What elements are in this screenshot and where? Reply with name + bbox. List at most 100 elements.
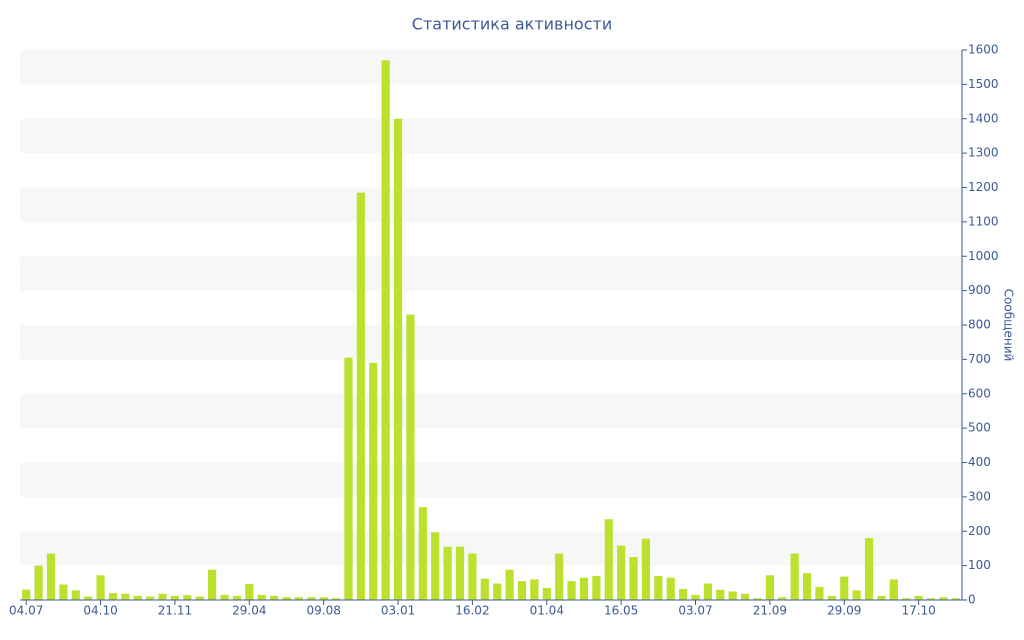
y-tick-label: 600 (968, 386, 991, 400)
bar (604, 519, 613, 600)
bar (381, 60, 390, 600)
bar (480, 578, 489, 600)
bar (827, 595, 836, 600)
bar (59, 584, 68, 600)
bar (951, 598, 960, 600)
bar (443, 546, 452, 600)
x-tick-label: 16.05 (604, 604, 638, 618)
bar (71, 590, 80, 600)
bar (46, 553, 56, 600)
bar (617, 545, 626, 600)
y-tick-label: 500 (968, 421, 991, 435)
x-tick-label: 29.09 (827, 604, 861, 618)
bar (679, 589, 688, 600)
x-tick-label: 01.04 (530, 604, 564, 618)
x-tick-label: 03.07 (678, 604, 712, 618)
bar (331, 598, 341, 600)
bar (567, 581, 576, 600)
x-tick-label: 16.02 (455, 604, 489, 618)
x-tick-label: 17.10 (901, 604, 935, 618)
bar (902, 598, 911, 600)
bar (877, 595, 886, 600)
bar (406, 314, 415, 600)
bar (220, 594, 229, 600)
y-tick-label: 100 (968, 558, 991, 572)
bar (790, 553, 799, 600)
y-tick-label: 0 (968, 593, 976, 607)
y-tick-label: 1300 (968, 146, 999, 160)
bar (22, 589, 31, 600)
bar (245, 583, 254, 600)
grid-band (20, 462, 962, 497)
y-tick-label: 900 (968, 283, 991, 297)
bar (195, 596, 204, 600)
y-tick-label: 1400 (968, 111, 999, 125)
x-tick-label: 09.08 (306, 604, 340, 618)
x-tick-label: 21.09 (753, 604, 787, 618)
grid-band (20, 531, 962, 566)
bar (741, 593, 750, 600)
grid-band (20, 187, 962, 222)
bar (840, 576, 849, 600)
bar (146, 596, 155, 600)
bar (208, 569, 217, 600)
bar (356, 192, 365, 600)
bar (716, 589, 725, 600)
bar (641, 538, 651, 600)
grid-band (20, 393, 962, 429)
bar (232, 595, 241, 600)
x-tick-label: 21.11 (158, 604, 192, 618)
bar (728, 591, 737, 600)
bar (864, 538, 874, 600)
grid-band (20, 325, 962, 360)
bar (418, 507, 427, 600)
bar (257, 594, 266, 600)
bar (307, 597, 316, 600)
bar (96, 575, 105, 600)
bar (889, 579, 898, 600)
y-axis-title: Сообщений (1002, 289, 1016, 362)
bar (579, 577, 589, 600)
bar (121, 593, 130, 600)
y-tick-label: 1500 (968, 77, 999, 91)
y-tick-label: 1600 (968, 43, 999, 57)
y-tick-label: 700 (968, 352, 991, 366)
bar (108, 593, 118, 600)
y-tick-label: 1000 (968, 249, 999, 263)
bar (778, 597, 787, 600)
bar (183, 595, 192, 600)
bar (319, 597, 328, 600)
bar (158, 593, 167, 600)
bar (282, 597, 291, 600)
bar (926, 598, 936, 600)
bar (270, 595, 279, 600)
grid-band (20, 50, 962, 85)
bar (393, 118, 403, 600)
bar (530, 579, 539, 600)
bar (703, 583, 712, 600)
bar (753, 598, 762, 600)
bar (939, 597, 948, 600)
y-tick-label: 300 (968, 489, 991, 503)
bar (815, 586, 824, 600)
bar (629, 557, 638, 600)
bar (344, 357, 353, 600)
bar (294, 597, 303, 600)
grid-band (20, 118, 962, 154)
bar (468, 553, 477, 600)
bar (369, 362, 378, 600)
bar (84, 596, 93, 600)
bar (914, 595, 923, 600)
x-tick-label: 04.10 (83, 604, 117, 618)
bar (802, 573, 812, 600)
bar (542, 587, 551, 600)
bar (654, 575, 663, 600)
bar (170, 595, 180, 600)
bar (493, 583, 502, 600)
grid-band (20, 256, 962, 291)
chart-title: Статистика активности (412, 15, 612, 34)
x-tick-label: 04.07 (9, 604, 43, 618)
bar (34, 565, 43, 600)
x-tick-label: 03.01 (381, 604, 415, 618)
